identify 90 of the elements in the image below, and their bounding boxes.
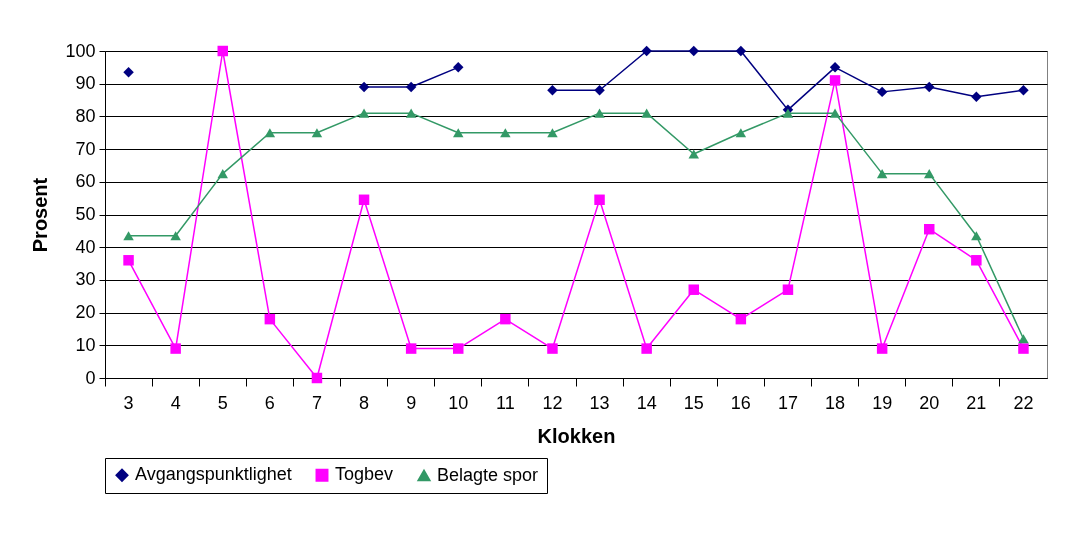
point — [735, 313, 747, 325]
y-tick-label: 30 — [75, 269, 96, 290]
x-tick-label: 20 — [919, 392, 940, 413]
x-tick-label: 8 — [359, 392, 370, 413]
point — [641, 343, 652, 354]
point — [876, 343, 888, 354]
point — [547, 85, 558, 96]
point — [876, 169, 888, 179]
point — [1018, 343, 1029, 354]
point — [641, 45, 652, 57]
point — [453, 128, 464, 138]
x-tick-label: 4 — [170, 392, 181, 413]
x-tick-label: 7 — [311, 392, 322, 413]
point — [924, 81, 935, 93]
point — [405, 81, 417, 93]
point — [405, 108, 417, 118]
y-tick-label: 60 — [75, 171, 96, 192]
point — [170, 231, 181, 241]
point — [358, 194, 370, 206]
x-tick-label: 12 — [542, 392, 563, 413]
x-tick-label: 9 — [406, 392, 417, 413]
x-tick-label: 18 — [825, 392, 846, 413]
point — [217, 45, 228, 57]
point — [264, 128, 276, 138]
x-tick-label: 6 — [264, 392, 275, 413]
point — [971, 91, 982, 103]
point — [405, 343, 417, 354]
y-tick-label: 90 — [75, 73, 96, 94]
point — [311, 372, 323, 384]
y-tick-label: 50 — [75, 204, 96, 224]
point — [500, 128, 511, 138]
point — [594, 194, 605, 206]
y-axis-title: Prosent — [29, 177, 52, 253]
point — [453, 62, 464, 73]
point — [924, 169, 935, 179]
point — [735, 128, 747, 138]
legend-label: Togbev — [335, 464, 394, 485]
point — [829, 75, 841, 86]
x-tick-label: 17 — [777, 392, 798, 413]
x-tick-label: 3 — [123, 392, 134, 413]
point — [358, 81, 370, 93]
point — [924, 223, 935, 235]
point — [123, 231, 134, 241]
point — [735, 45, 747, 57]
point — [170, 343, 181, 354]
point — [782, 108, 794, 118]
point — [594, 85, 605, 96]
x-tick-label: 21 — [966, 392, 987, 413]
point — [782, 284, 794, 295]
point — [500, 313, 511, 325]
point — [594, 108, 605, 118]
y-tick-label: 40 — [75, 236, 96, 257]
point — [876, 86, 888, 98]
y-tick-label: 70 — [75, 138, 96, 159]
x-tick-label: 22 — [1013, 392, 1034, 413]
point — [971, 231, 982, 241]
point — [688, 45, 699, 57]
point — [358, 108, 370, 118]
point — [829, 108, 841, 118]
y-tick-label: 0 — [85, 367, 96, 388]
x-tick-label: 13 — [589, 392, 610, 413]
point — [829, 62, 841, 73]
y-tick-label: 100 — [65, 40, 96, 61]
legend-label: Belagte spor — [437, 464, 539, 485]
point — [641, 108, 652, 118]
x-tick-label: 15 — [683, 392, 704, 413]
point — [123, 255, 134, 266]
x-tick-label: 19 — [872, 392, 893, 413]
y-tick-label: 20 — [75, 302, 96, 323]
point — [264, 313, 276, 325]
x-tick-label: 16 — [730, 392, 751, 413]
y-tick-label: 10 — [75, 334, 96, 355]
x-tick-label: 5 — [217, 392, 228, 413]
point — [547, 343, 558, 354]
x-tick-label: 14 — [636, 392, 657, 413]
point — [1018, 334, 1029, 344]
point — [688, 284, 699, 295]
point — [688, 149, 699, 159]
legend-label: Avgangspunktlighet — [135, 464, 292, 485]
x-tick-label: 11 — [496, 392, 515, 413]
x-tick-label: 10 — [448, 392, 469, 413]
y-tick-label: 80 — [75, 105, 96, 126]
point — [1018, 85, 1029, 96]
point — [547, 128, 558, 138]
point — [971, 255, 982, 266]
point — [311, 128, 323, 138]
point — [217, 169, 228, 179]
point — [453, 343, 464, 354]
x-axis-title: Klokken — [537, 424, 616, 447]
point — [123, 67, 134, 78]
